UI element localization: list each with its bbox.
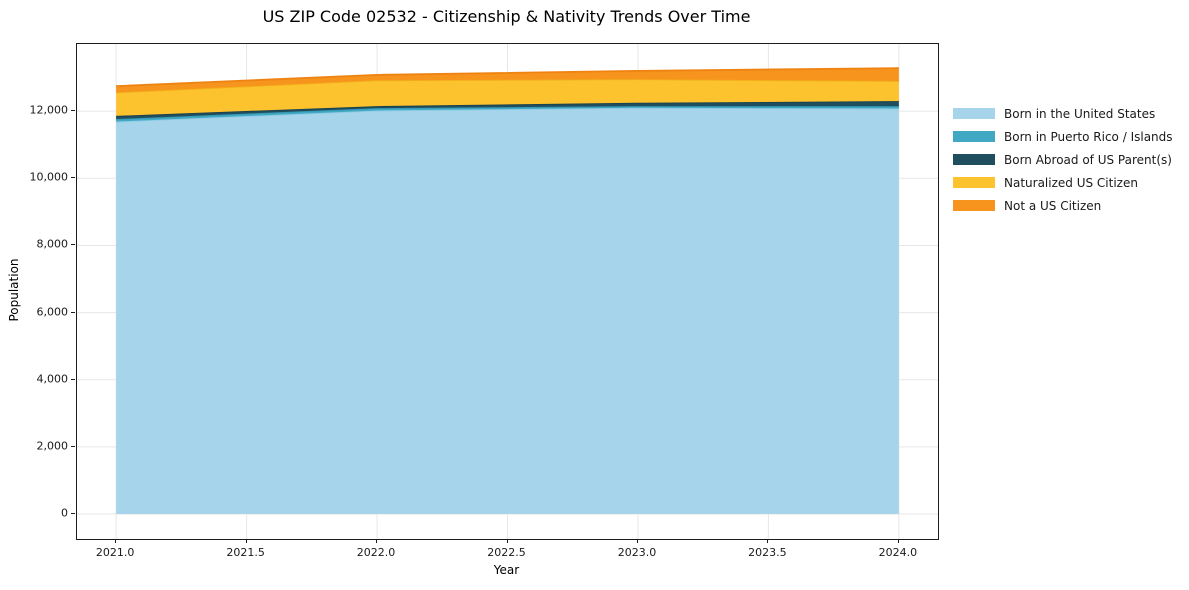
x-axis-label: Year (493, 563, 520, 577)
y-tick-mark (71, 177, 75, 179)
legend-item-2: Born Abroad of US Parent(s) (953, 148, 1173, 171)
legend-item-3: Naturalized US Citizen (953, 171, 1173, 194)
legend-label: Born in Puerto Rico / Islands (1004, 129, 1173, 144)
x-tick-mark (245, 539, 247, 543)
legend-item-4: Not a US Citizen (953, 194, 1173, 217)
legend-item-0: Born in the United States (953, 102, 1173, 125)
area-series-0 (116, 107, 899, 515)
legend-label: Born Abroad of US Parent(s) (1004, 152, 1172, 167)
x-tick-label: 2021.5 (226, 546, 265, 559)
legend-swatch-icon (953, 177, 995, 188)
stacked-area-plot (77, 44, 938, 539)
legend-label: Naturalized US Citizen (1004, 175, 1138, 190)
x-tick-mark (506, 539, 508, 543)
legend-item-1: Born in Puerto Rico / Islands (953, 125, 1173, 148)
x-tick-label: 2021.0 (95, 546, 135, 559)
x-tick-mark (636, 539, 638, 543)
x-tick-label: 2023.0 (617, 546, 657, 559)
y-tick-label: 2,000 (36, 439, 69, 453)
x-tick-mark (767, 539, 769, 543)
y-tick-mark (71, 244, 75, 246)
x-tick-label: 2022.0 (356, 546, 396, 559)
area-edge-4 (116, 67, 899, 88)
legend-swatch-icon (953, 108, 995, 119)
x-tick-mark (115, 539, 117, 543)
area-series-4 (116, 68, 899, 93)
y-tick-label: 0 (61, 506, 68, 520)
chart-title: US ZIP Code 02532 - Citizenship & Nativi… (262, 7, 751, 26)
y-tick-mark (71, 311, 75, 313)
y-tick-label: 4,000 (36, 372, 69, 386)
legend-swatch-icon (953, 131, 995, 142)
legend: Born in the United States Born in Puerto … (953, 102, 1173, 217)
legend-swatch-icon (953, 154, 995, 165)
plot-area (76, 43, 939, 540)
legend-label: Born in the United States (1004, 106, 1156, 121)
y-tick-mark (71, 378, 75, 380)
area-edge-1 (116, 105, 899, 120)
x-tick-label: 2024.0 (878, 546, 918, 559)
area-edge-2 (116, 100, 899, 117)
y-tick-label: 6,000 (36, 305, 69, 319)
y-tick-label: 12,000 (29, 103, 69, 117)
legend-label: Not a US Citizen (1004, 198, 1102, 213)
y-tick-label: 10,000 (29, 170, 69, 184)
x-tick-mark (897, 539, 899, 543)
y-tick-mark (71, 513, 75, 515)
x-tick-mark (376, 539, 378, 543)
area-series-1 (116, 106, 899, 122)
x-tick-label: 2023.5 (748, 546, 787, 559)
y-tick-mark (71, 110, 75, 112)
legend-swatch-icon (953, 200, 995, 211)
y-tick-label: 8,000 (36, 237, 69, 251)
area-series-3 (116, 79, 899, 116)
x-tick-label: 2022.5 (487, 546, 526, 559)
area-series-2 (116, 101, 899, 120)
y-tick-mark (71, 445, 75, 447)
